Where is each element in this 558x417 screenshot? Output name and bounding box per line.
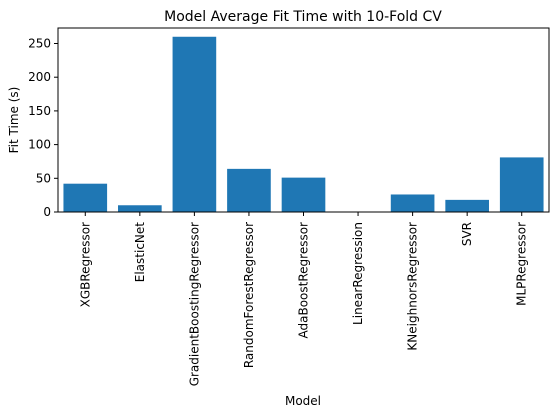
y-tick-label: 100 xyxy=(28,138,51,152)
x-tick-label: AdaBoostRegressor xyxy=(297,222,311,339)
x-tick-label: RandomForestRegressor xyxy=(242,222,256,368)
bar-XGBRegressor xyxy=(63,183,108,212)
x-tick-label: GradientBoostingRegressor xyxy=(187,222,201,386)
plot-frame xyxy=(57,27,550,213)
bar-SVR xyxy=(445,199,489,212)
bar-GradientBoostingRegressor xyxy=(172,36,217,213)
x-tick-label: LinearRegression xyxy=(351,222,365,325)
bar-MLPRegressor xyxy=(499,157,544,212)
x-tick-label: ElasticNet xyxy=(133,222,147,283)
bar-ElasticNet xyxy=(118,205,162,212)
chart-title: Model Average Fit Time with 10-Fold CV xyxy=(164,9,442,25)
y-tick-label: 150 xyxy=(28,104,51,118)
bar-RandomForestRegressor xyxy=(227,168,271,212)
x-tick-label: MLPRegressor xyxy=(515,222,529,306)
bars-group xyxy=(63,36,544,213)
x-axis-ticks: XGBRegressor ElasticNet GradientBoostingRe… xyxy=(78,212,529,386)
y-tick-label: 50 xyxy=(36,171,51,185)
y-tick-label: 0 xyxy=(43,205,51,219)
x-tick-label: SVR xyxy=(460,222,474,246)
y-tick-label: 200 xyxy=(28,70,51,84)
bar-KNeighnorsRegressor xyxy=(390,194,435,212)
bar-AdaBoostRegressor xyxy=(281,177,326,212)
x-tick-label: KNeighnorsRegressor xyxy=(406,222,420,351)
y-tick-label: 250 xyxy=(28,37,51,51)
y-axis-ticks: 0 50 100 150 200 250 xyxy=(28,37,58,219)
x-axis-label: Model xyxy=(285,394,321,408)
x-tick-label: XGBRegressor xyxy=(78,222,92,307)
y-axis-label: Fit Time (s) xyxy=(7,87,21,154)
